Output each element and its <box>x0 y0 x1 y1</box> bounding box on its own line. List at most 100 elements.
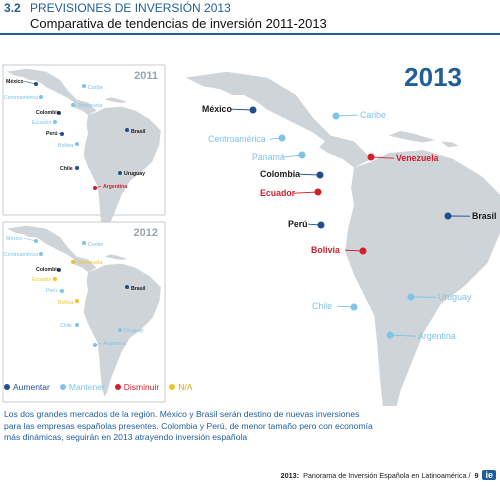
map-2013-label-panama: Panamá <box>252 152 285 162</box>
map-2011-marker-venezuela <box>71 103 75 107</box>
map-2013-marker-ecuador <box>314 188 322 196</box>
map-2011-label-venezuela: Venezuela <box>78 103 102 109</box>
map-2013-leader-argentina <box>389 334 417 337</box>
map-2011-marker-ecuador <box>53 120 57 124</box>
map-2011-marker-colombia <box>57 111 61 115</box>
map-2013-land <box>185 71 500 406</box>
map-2011-label-argentina: Argentina <box>103 184 127 190</box>
map-2013-marker-bolivia <box>359 247 367 255</box>
map-2013-leader-mexico <box>231 108 254 111</box>
legend-dot-disminuir <box>114 384 121 390</box>
legend-label-mantener: Mantener <box>68 382 105 392</box>
body-line-3: más dinámicas, seguirán en 2013 atrayend… <box>4 432 248 442</box>
map-2013-label-caribe: Caribe <box>360 110 386 120</box>
page-number: 9 <box>474 470 479 480</box>
map-2012-label-centroamerica: Centroamérica <box>4 252 38 258</box>
map-2011-label-peru: Perú <box>46 131 58 137</box>
map-2012-marker-caribe <box>82 241 86 245</box>
map-2011-marker-centroamerica <box>39 95 43 99</box>
footer: 2013: Panorama de Inversión Española en … <box>281 470 496 480</box>
map-2013-label-colombia: Colombia <box>260 169 300 179</box>
map-2011-label-chile: Chile <box>60 166 73 172</box>
map-2013-leader-venezuela <box>370 156 395 159</box>
ie-logo: ie <box>482 470 496 480</box>
map-2013-marker-centroamerica <box>278 134 286 142</box>
map-2013-markers: México Caribe Centroamérica Panamá Venezuela… <box>202 104 496 341</box>
map-2012-label-brasil: Brasil <box>131 286 146 292</box>
map-2012-markers: México Caribe Centroamérica Venezuela Colomb… <box>4 236 146 347</box>
legend-dot-na <box>169 384 176 390</box>
map-2011-label-mexico: México <box>6 79 24 85</box>
map-2012-marker-brasil <box>125 285 129 289</box>
legend-label-aumentar: Aumentar <box>13 382 50 392</box>
map-2011-marker-bolivia <box>75 142 79 146</box>
map-2013-label-brasil: Brasil <box>472 211 496 221</box>
map-2012-label-uruguay: Uruguay <box>124 328 144 334</box>
page-title: Comparativa de tendencias de inversión 2… <box>30 16 327 31</box>
map-2013-marker-uruguay <box>407 293 415 301</box>
map-2012-label-bolivia: Bolivia <box>58 300 73 306</box>
maps-figure: 2011 México Caribe Centroamérica Venezuela C… <box>2 62 500 406</box>
legend-item-na: N/A <box>169 382 192 392</box>
map-2013-label-uruguay: Uruguay <box>438 292 472 302</box>
map-2013-marker-brasil <box>444 212 452 220</box>
map-2013-marker-chile <box>350 303 358 311</box>
map-2013-label-centroamerica: Centroamérica <box>208 134 266 144</box>
map-2011-marker-caribe <box>82 84 86 88</box>
map-2013-marker-peru <box>317 221 325 229</box>
legend-item-aumentar: Aumentar <box>4 382 50 392</box>
map-2011: 2011 México Caribe Centroamérica Venezuela C… <box>2 64 166 240</box>
map-2011-leader-mexico <box>24 81 37 85</box>
map-2011-label-colombia: Colombia <box>36 110 60 116</box>
legend-label-disminuir: Disminuir <box>123 382 160 392</box>
map-2012: 2012 México Caribe Centroamérica Venezuela C… <box>2 221 166 403</box>
legend-item-mantener: Mantener <box>59 382 105 392</box>
map-2011-label-brasil: Brasil <box>131 129 146 135</box>
map-2013-year: 2013 <box>404 62 462 92</box>
map-2013-marker-mexico <box>249 106 257 114</box>
map-2011-marker-chile <box>75 166 79 170</box>
map-2012-marker-centroamerica <box>39 252 43 256</box>
map-2012-marker-ecuador <box>53 277 57 281</box>
map-2012-marker-peru <box>60 289 64 293</box>
map-2013-label-ecuador: Ecuador <box>260 188 296 198</box>
map-2012-label-mexico: México <box>6 236 23 242</box>
section-number: 3.2 <box>4 1 21 15</box>
map-2013-marker-panama <box>298 151 306 159</box>
map-2013-leader-caribe <box>335 114 359 117</box>
map-2011-marker-uruguay <box>118 171 122 175</box>
map-2012-label-chile: Chile <box>60 323 72 329</box>
map-2011-marker-mexico <box>34 82 38 86</box>
map-2011-marker-argentina <box>93 186 97 190</box>
map-2013-marker-colombia <box>316 171 324 179</box>
map-2013-label-mexico: México <box>202 104 232 114</box>
map-2011-markers: México Caribe Centroamérica Venezuela Colomb… <box>4 79 146 190</box>
legend-item-disminuir: Disminuir <box>114 382 160 392</box>
header-divider <box>0 33 500 35</box>
map-2011-year: 2011 <box>134 70 158 82</box>
map-2011-label-centroamerica: Centroamérica <box>4 95 38 101</box>
map-2013-label-chile: Chile <box>312 301 332 311</box>
map-2011-marker-brasil <box>125 128 129 132</box>
map-2012-label-peru: Perú <box>46 288 57 294</box>
map-2012-leader-mexico <box>24 238 37 242</box>
map-2011-label-bolivia: Bolivia <box>58 143 73 149</box>
legend-label-na: N/A <box>178 382 193 392</box>
body-text: Los dos grandes mercados de la región. M… <box>4 409 414 444</box>
map-2012-marker-uruguay <box>118 328 122 332</box>
map-2012-label-caribe: Caribe <box>88 242 103 248</box>
map-2012-label-argentina: Argentina <box>103 341 125 347</box>
map-2011-label-caribe: Caribe <box>88 85 103 91</box>
map-2011-label-uruguay: Uruguay <box>124 171 145 177</box>
map-2013-marker-caribe <box>332 112 340 120</box>
map-2013-leader-colombia <box>298 173 321 176</box>
map-2013-label-peru: Perú <box>288 219 308 229</box>
map-2013-marker-venezuela <box>367 153 375 161</box>
map-2013-leader-ecuador <box>294 191 319 194</box>
map-2013-label-bolivia: Bolivia <box>311 245 340 255</box>
legend-dot-mantener <box>59 384 66 390</box>
map-2013: 2013 México Caribe Centroamérica Panamá Vene… <box>185 62 500 406</box>
map-2013-label-venezuela: Venezuela <box>396 153 439 163</box>
map-2012-marker-venezuela <box>71 260 75 264</box>
legend-dot-aumentar <box>4 384 10 390</box>
